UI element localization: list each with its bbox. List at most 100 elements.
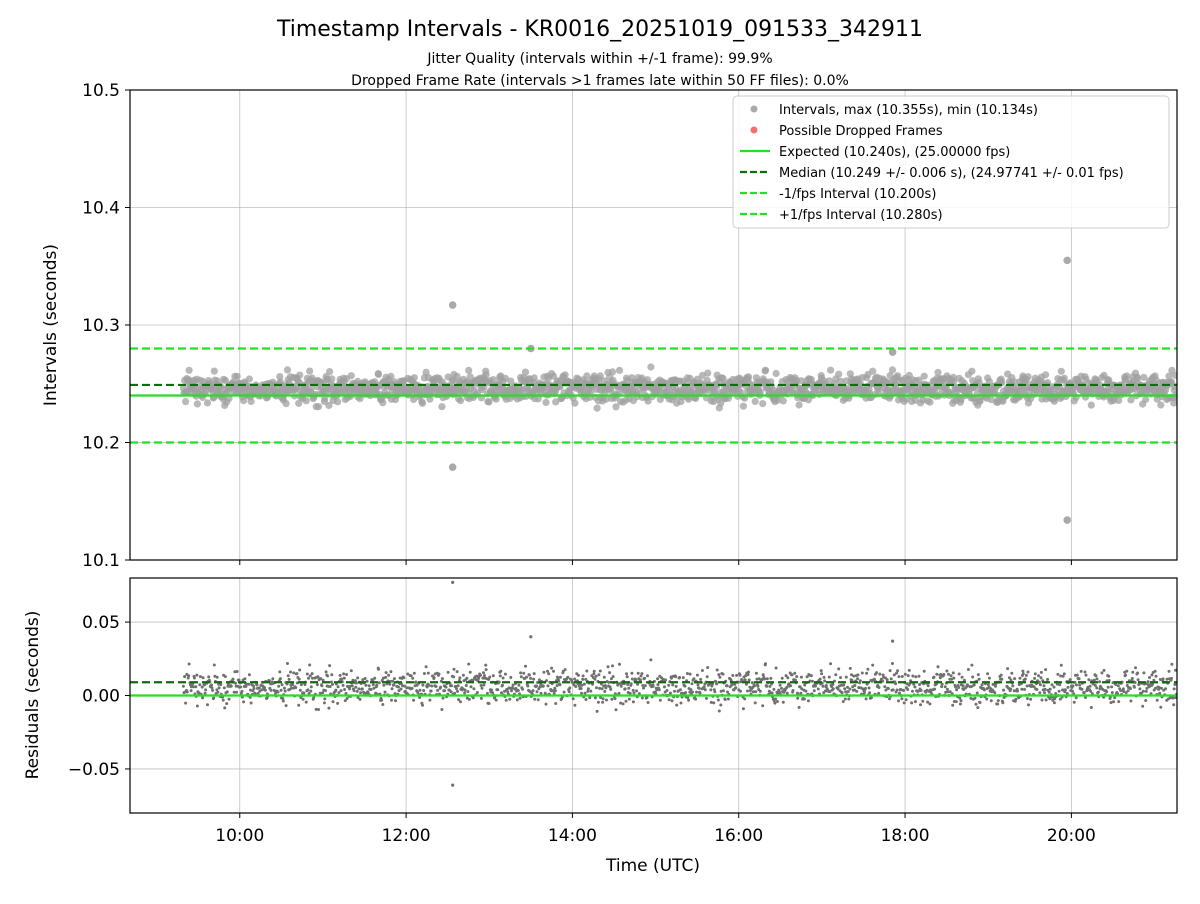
residual-point bbox=[554, 702, 558, 705]
residual-point bbox=[1133, 681, 1137, 684]
residual-point bbox=[856, 673, 860, 677]
residual-point bbox=[1071, 684, 1075, 688]
residual-point bbox=[756, 684, 760, 688]
interval-point bbox=[596, 372, 604, 380]
residual-point bbox=[588, 696, 592, 700]
residual-point bbox=[1122, 690, 1126, 694]
residual-point bbox=[443, 689, 447, 693]
residual-point bbox=[212, 696, 216, 700]
residual-point bbox=[464, 684, 468, 687]
x-tick-label: 16:00 bbox=[714, 826, 763, 846]
residual-point bbox=[900, 675, 904, 678]
residual-point bbox=[656, 677, 660, 681]
residual-point bbox=[459, 700, 462, 704]
interval-point bbox=[283, 366, 292, 374]
interval-point bbox=[466, 373, 474, 381]
residual-point bbox=[986, 672, 990, 676]
residual-point bbox=[651, 684, 655, 688]
residual-point bbox=[248, 695, 252, 699]
residual-point bbox=[898, 691, 901, 695]
residual-point bbox=[334, 688, 338, 692]
residual-point bbox=[780, 686, 783, 690]
residual-point bbox=[864, 686, 867, 690]
residual-point bbox=[695, 690, 698, 694]
residual-point bbox=[831, 687, 835, 691]
residual-point bbox=[302, 691, 306, 695]
interval-point bbox=[247, 397, 255, 406]
residual-point bbox=[940, 685, 944, 689]
residual-point bbox=[414, 680, 418, 684]
residual-point bbox=[247, 673, 251, 677]
residual-point bbox=[989, 699, 993, 703]
residual-point bbox=[634, 678, 638, 682]
interval-point bbox=[552, 398, 560, 406]
residual-point bbox=[456, 689, 459, 693]
residual-point bbox=[1038, 691, 1042, 695]
interval-points bbox=[179, 256, 1177, 524]
residual-point bbox=[256, 692, 260, 695]
residual-point bbox=[585, 669, 589, 673]
residual-point bbox=[674, 684, 678, 688]
residual-point bbox=[518, 696, 522, 700]
residual-point bbox=[304, 700, 308, 704]
residual-point bbox=[914, 675, 918, 679]
residual-point bbox=[316, 675, 320, 679]
residual-point bbox=[454, 685, 458, 688]
residual-point bbox=[681, 676, 685, 680]
interval-point bbox=[185, 376, 193, 384]
residual-point bbox=[950, 677, 954, 681]
residual-point bbox=[883, 685, 887, 689]
residual-point bbox=[465, 676, 469, 680]
residual-point bbox=[795, 675, 799, 679]
residual-point bbox=[1075, 673, 1079, 677]
residual-point bbox=[1048, 687, 1052, 691]
residual-point bbox=[982, 688, 986, 692]
residual-point bbox=[895, 671, 899, 675]
interval-point bbox=[465, 366, 473, 374]
residual-point bbox=[717, 673, 721, 677]
residual-point bbox=[1110, 685, 1114, 689]
residual-point bbox=[662, 685, 666, 689]
residual-point bbox=[387, 673, 391, 677]
residual-point bbox=[907, 668, 911, 672]
residual-point bbox=[747, 670, 750, 674]
residual-point bbox=[623, 687, 627, 691]
residual-point bbox=[1011, 684, 1015, 688]
residual-point bbox=[865, 671, 869, 675]
residual-point bbox=[469, 685, 473, 689]
residual-point bbox=[1020, 687, 1024, 691]
residual-point bbox=[765, 677, 769, 681]
residual-point bbox=[919, 689, 923, 692]
residual-point bbox=[591, 682, 594, 686]
residual-point bbox=[360, 687, 364, 691]
residual-point bbox=[341, 683, 345, 687]
residual-point bbox=[380, 698, 384, 702]
residual-point bbox=[227, 697, 231, 701]
residual-point bbox=[753, 701, 757, 705]
residual-point bbox=[625, 672, 628, 676]
residual-point bbox=[206, 703, 209, 707]
residual-point bbox=[602, 675, 606, 679]
residual-point bbox=[381, 703, 385, 706]
residual-point bbox=[913, 685, 917, 689]
residual-point bbox=[1167, 669, 1171, 673]
residual-point bbox=[755, 677, 759, 681]
residual-point bbox=[980, 683, 984, 687]
residual-outlier-point bbox=[451, 580, 455, 585]
x-tick-label: 10:00 bbox=[215, 826, 264, 846]
residual-point bbox=[775, 700, 779, 703]
residual-point bbox=[863, 691, 866, 694]
residual-point bbox=[641, 684, 645, 687]
residual-point bbox=[940, 682, 944, 686]
residual-point bbox=[978, 701, 982, 704]
residual-point bbox=[609, 687, 613, 691]
residual-point bbox=[848, 687, 852, 691]
residual-point bbox=[338, 673, 342, 677]
residual-point bbox=[297, 677, 301, 681]
residual-point bbox=[957, 672, 961, 676]
residual-point bbox=[573, 703, 577, 707]
residual-point bbox=[283, 689, 287, 693]
residual-point bbox=[945, 669, 949, 673]
residual-point bbox=[643, 676, 647, 680]
residual-point bbox=[657, 688, 661, 692]
